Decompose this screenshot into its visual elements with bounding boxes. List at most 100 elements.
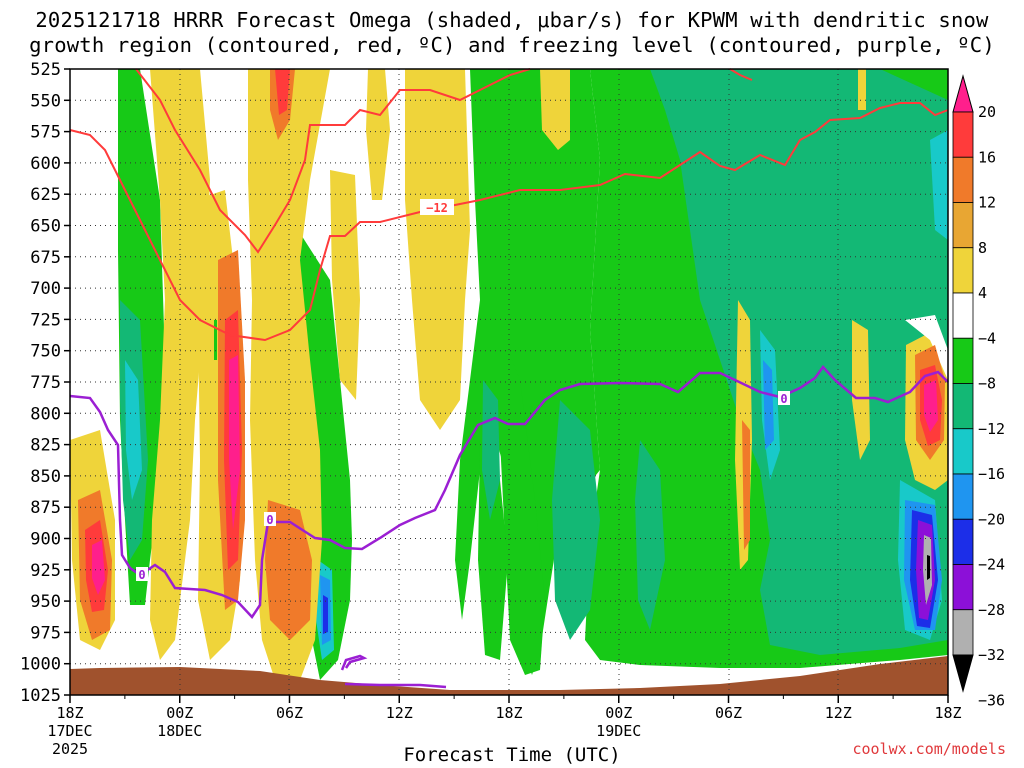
colorbar-swatch — [952, 473, 974, 520]
x-tick-year: 2025 — [52, 740, 88, 758]
colorbar-swatch — [952, 428, 974, 475]
terrain — [70, 656, 948, 695]
y-tick-label: 525 — [30, 60, 61, 80]
freezing-level-label: 0 — [266, 513, 273, 527]
colorbar-swatch — [952, 609, 974, 656]
omega-region-teal — [552, 400, 600, 640]
omega-region-pink — [92, 540, 105, 595]
x-tick-label: 06Z — [276, 704, 303, 722]
y-tick-label: 650 — [30, 217, 61, 237]
omega-region-yellow — [405, 69, 470, 430]
omega-region-yellow — [858, 69, 866, 110]
omega-region-darkblue — [323, 595, 328, 634]
y-tick-label: 550 — [30, 91, 61, 111]
omega-region-white — [905, 315, 948, 380]
freezing-label-bg — [136, 567, 148, 581]
colorbar-label: −12 — [978, 420, 1005, 438]
y-tick-label: 1025 — [20, 686, 61, 706]
colorbar-swatch — [952, 202, 974, 249]
freezing-label-bg — [778, 391, 790, 405]
y-tick-label: 925 — [30, 561, 61, 581]
colorbar-swatch — [952, 292, 974, 339]
y-tick-label: 625 — [30, 185, 61, 205]
x-tick-date: 17DEC — [47, 722, 92, 740]
colorbar-label: −16 — [978, 465, 1005, 483]
omega-region-green — [500, 330, 545, 675]
omega-region-pink — [924, 380, 938, 432]
y-tick-label: 825 — [30, 436, 61, 456]
dgz-contour-lower — [69, 102, 949, 342]
omega-region-yellow — [366, 69, 390, 200]
omega-shading — [70, 69, 948, 695]
omega-region-cyan — [930, 130, 948, 240]
y-tick-label: 675 — [30, 248, 61, 268]
colorbar-label: −28 — [978, 601, 1005, 619]
x-tick-label: 18Z — [495, 704, 522, 722]
freezing-level-label: 0 — [138, 568, 145, 582]
omega-region-pink — [229, 355, 240, 530]
colorbar-label: −36 — [978, 691, 1005, 709]
colorbar-label: −20 — [978, 510, 1005, 528]
x-tick-label: 18Z — [934, 704, 961, 722]
dgz-contour-upper — [135, 68, 531, 254]
omega-region-green — [214, 320, 217, 360]
freezing-level-line — [69, 365, 949, 620]
x-tick-label: 00Z — [605, 704, 632, 722]
x-tick-label: 18Z — [56, 704, 83, 722]
colorbar-label: 20 — [978, 103, 996, 121]
omega-region-black — [927, 555, 930, 580]
omega-region-yellow — [540, 69, 570, 150]
x-tick-date: 19DEC — [596, 722, 641, 740]
freezing-level-blob — [340, 654, 368, 671]
dgz-contour-small — [729, 68, 753, 81]
omega-region-red — [275, 69, 290, 115]
freezing-level-contour — [69, 365, 949, 689]
y-tick-label: 800 — [30, 404, 61, 424]
x-tick-label: 00Z — [166, 704, 193, 722]
colorbar-swatch — [952, 111, 974, 158]
y-tick-label: 950 — [30, 592, 61, 612]
dgz-contour-label: −12 — [426, 201, 448, 215]
colorbar-swatch — [952, 518, 974, 565]
omega-region-teal — [650, 69, 948, 655]
y-tick-label: 600 — [30, 154, 61, 174]
x-tick-label: 06Z — [715, 704, 742, 722]
y-tick-label: 725 — [30, 310, 61, 330]
omega-region-teal — [635, 440, 665, 630]
x-tick-label: 12Z — [386, 704, 413, 722]
colorbar-label: 12 — [978, 194, 996, 212]
y-axis: 525 550 575 600 625 650 675 700 725 750 775 800 825 8… — [20, 60, 70, 706]
omega-region-yellow — [852, 320, 870, 460]
y-tick-label: 875 — [30, 498, 61, 518]
colorbar-swatch — [952, 156, 974, 203]
y-tick-label: 575 — [30, 123, 61, 143]
freezing-level-ground — [344, 682, 447, 689]
colorbar-label: 8 — [978, 239, 987, 257]
y-tick-label: 700 — [30, 279, 61, 299]
omega-region-green — [478, 440, 508, 660]
colorbar-swatch — [952, 247, 974, 294]
dgz-contours — [69, 68, 949, 342]
omega-region-orange — [742, 420, 750, 550]
y-tick-label: 850 — [30, 467, 61, 487]
y-tick-label: 750 — [30, 342, 61, 362]
chart-title-line-2: growth region (contoured, red, ºC) and f… — [29, 33, 995, 57]
omega-region-cyan — [125, 360, 142, 500]
freezing-label-bg — [264, 512, 276, 526]
colorbar-swatch — [952, 383, 974, 430]
colorbar-label: 4 — [978, 284, 987, 302]
y-tick-label: 1000 — [20, 655, 61, 675]
colorbar-label: −32 — [978, 646, 1005, 664]
x-tick-label: 12Z — [825, 704, 852, 722]
colorbar-label: 16 — [978, 148, 996, 166]
y-tick-label: 775 — [30, 373, 61, 393]
colorbar-label: −4 — [978, 329, 996, 347]
colorbar-label: −8 — [978, 375, 996, 393]
credit-text: coolwx.com/models — [852, 740, 1006, 758]
y-tick-label: 975 — [30, 623, 61, 643]
colorbar: 20 16 12 8 4 −4 −8 −12 −16 −20 −24 −28 −32 −36 — [952, 74, 1005, 709]
colorbar-cap-bottom — [952, 654, 974, 693]
dgz-label-bg — [420, 199, 454, 215]
omega-region-green — [455, 69, 600, 675]
